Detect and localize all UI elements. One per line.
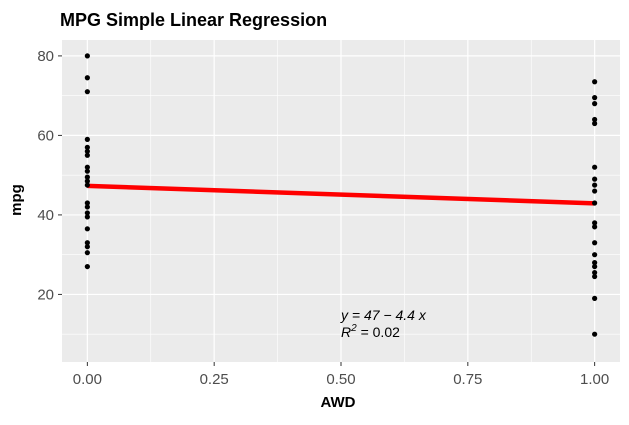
y-tick-label: 40 (37, 207, 54, 224)
data-point (592, 252, 598, 258)
x-axis-title: AWD (321, 394, 356, 411)
data-point (592, 273, 598, 280)
data-point (592, 269, 598, 276)
data-point (84, 89, 90, 95)
data-point (592, 164, 598, 170)
x-tick-label: 0.50 (326, 371, 355, 388)
r-squared-label: R2 = 0.02 (341, 323, 400, 340)
y-tick-label: 20 (37, 286, 54, 303)
data-point (592, 182, 598, 188)
data-point (84, 148, 90, 154)
data-point (592, 331, 598, 337)
r2-letter: R (341, 324, 351, 340)
data-point (592, 176, 598, 182)
data-point (84, 204, 90, 210)
regression-layer (87, 183, 595, 206)
data-point (592, 200, 598, 206)
data-point (84, 144, 90, 150)
data-point (84, 164, 90, 170)
data-point (84, 168, 90, 174)
x-tick-label: 0.25 (200, 371, 229, 388)
data-point (592, 188, 598, 194)
x-tick-label: 0.00 (73, 371, 102, 388)
data-point (84, 174, 90, 180)
data-point (84, 250, 90, 256)
r2-superscript: 2 (350, 323, 357, 334)
data-point (592, 260, 598, 266)
y-axis-title: mpg (8, 184, 25, 216)
data-point (84, 226, 90, 232)
data-point (592, 120, 598, 127)
r2-value: = 0.02 (357, 324, 400, 340)
data-point (592, 263, 598, 270)
data-point (84, 178, 90, 184)
data-point (84, 152, 90, 158)
data-point (84, 53, 90, 59)
data-point (84, 75, 90, 81)
y-tick-label: 80 (37, 48, 54, 65)
data-point (84, 240, 90, 246)
y-axis-ticks: 20 40 60 80 (37, 48, 62, 303)
data-point (592, 101, 598, 107)
data-point (84, 136, 90, 142)
regression-equation: y = 47 − 4.4 x (340, 307, 427, 323)
data-point (84, 244, 90, 250)
y-tick-label: 60 (37, 127, 54, 144)
data-point (84, 214, 90, 220)
x-tick-label: 1.00 (580, 371, 609, 388)
data-point (84, 200, 90, 206)
data-point (592, 95, 598, 101)
regression-line (87, 183, 595, 206)
data-point (592, 224, 598, 230)
data-point (592, 240, 598, 246)
data-point (592, 116, 598, 123)
x-tick-label: 0.75 (453, 371, 482, 388)
data-point (592, 220, 598, 226)
data-point (84, 263, 90, 270)
data-point (84, 182, 90, 188)
points-layer (84, 53, 598, 337)
data-point (592, 79, 598, 85)
x-axis-ticks: 0.00 0.25 0.50 0.75 1.00 (73, 362, 609, 388)
data-point (84, 210, 90, 216)
chart-title: MPG Simple Linear Regression (60, 10, 327, 30)
data-point (592, 295, 598, 301)
